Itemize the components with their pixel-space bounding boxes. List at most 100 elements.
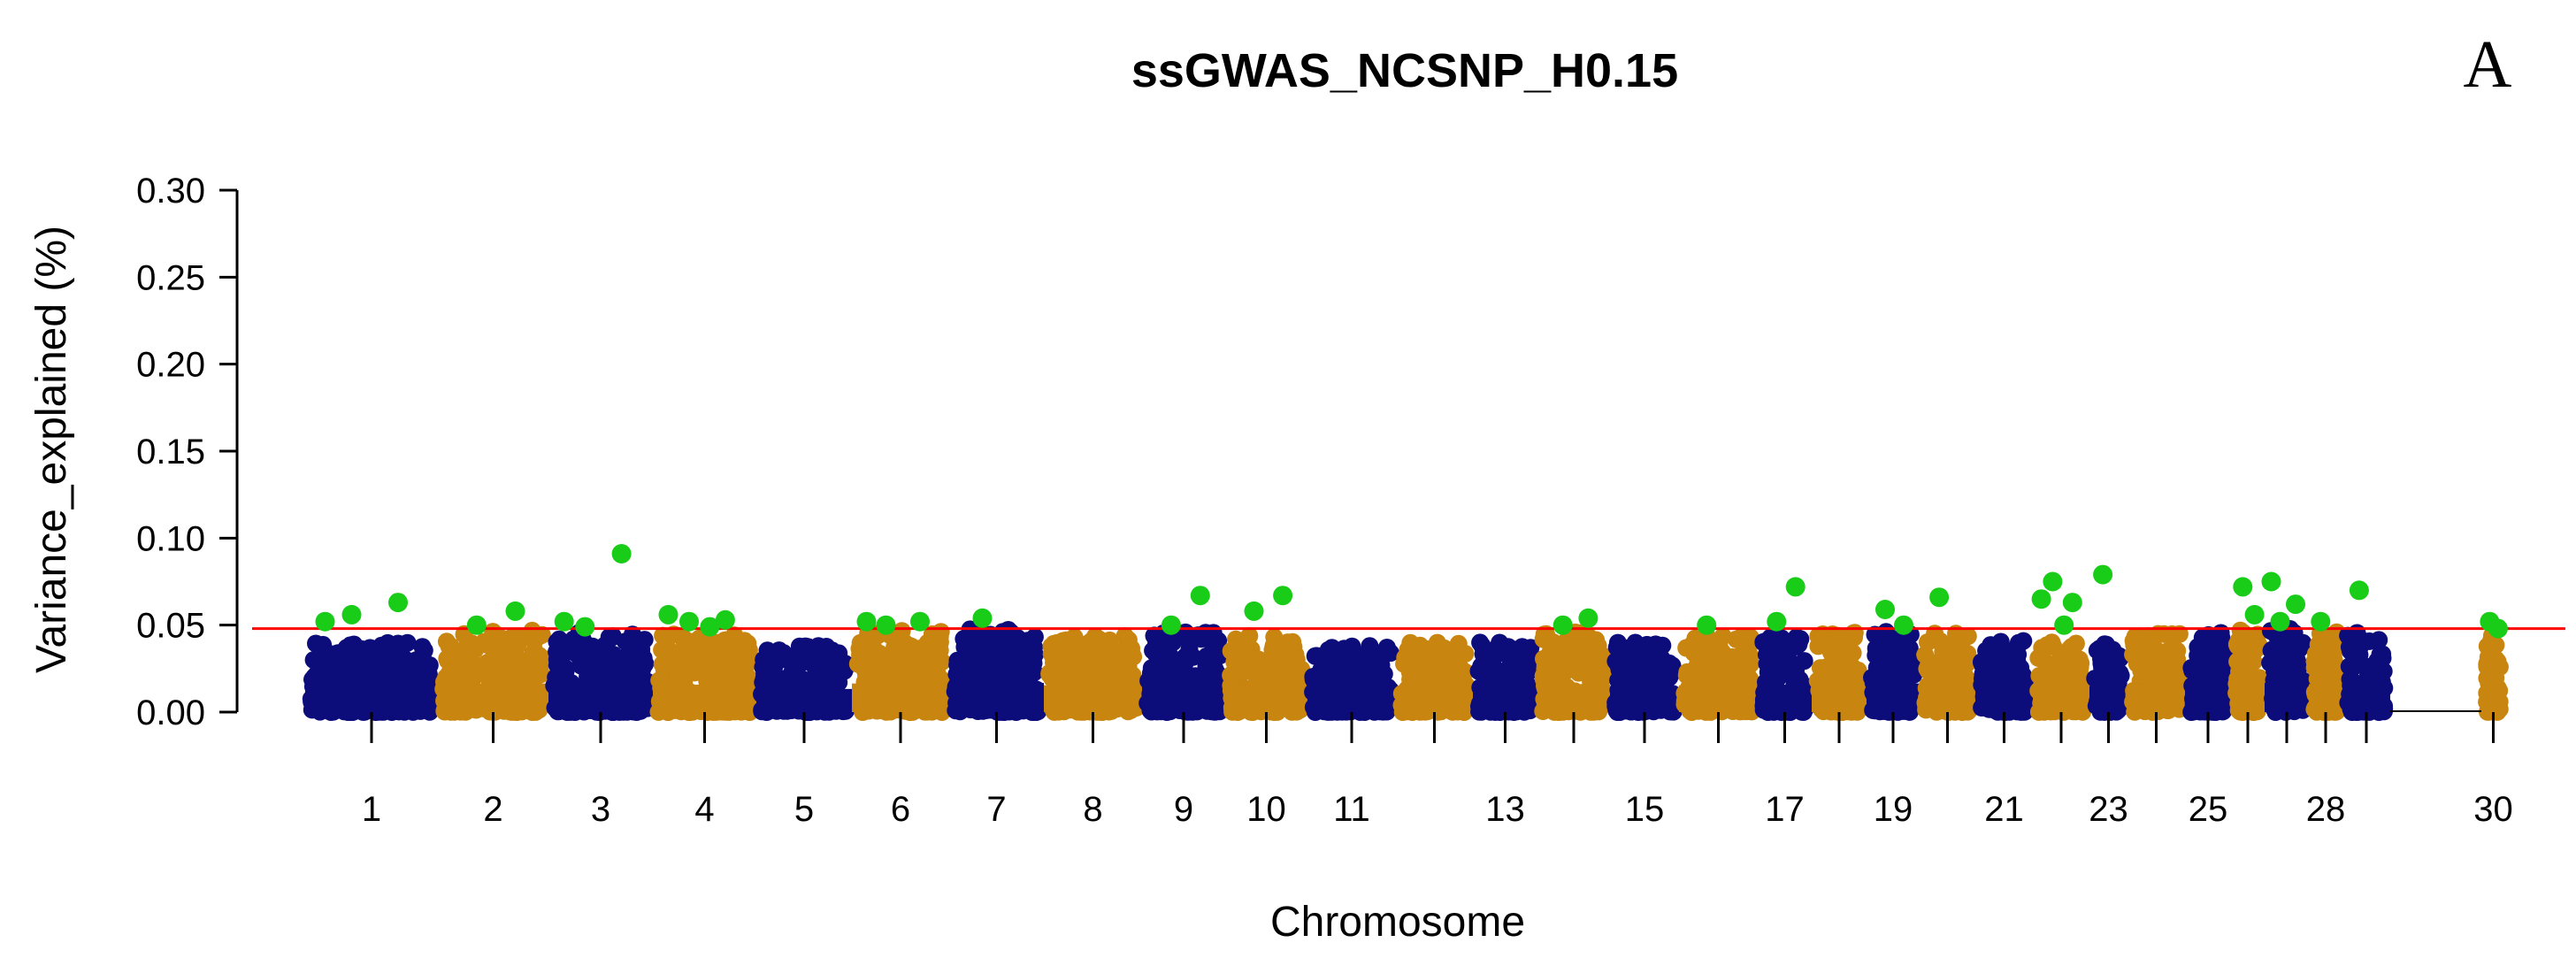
significant-snp-point <box>388 593 408 613</box>
snp-point <box>1721 652 1740 671</box>
chromosome-23-band <box>2089 686 2128 712</box>
snp-point <box>314 635 333 654</box>
x-tick-label: 21 <box>1984 790 2024 829</box>
x-tick-label: 30 <box>2473 790 2513 829</box>
chromosome-30-points <box>2478 626 2509 721</box>
significant-snp-point <box>2311 611 2331 632</box>
snp-point <box>1322 639 1341 657</box>
significant-snp-point <box>700 617 720 637</box>
chromosome-4-points <box>649 625 760 721</box>
chromosome-19-band <box>1867 683 1920 712</box>
snp-point <box>2488 652 2507 671</box>
snp-point <box>1844 624 1863 642</box>
snp-point <box>1916 646 1935 664</box>
significant-snp-point <box>2233 577 2253 597</box>
snp-point <box>453 666 472 685</box>
snp-point <box>399 652 418 671</box>
snp-point <box>413 638 432 656</box>
snp-point <box>339 655 357 674</box>
significant-snp-point <box>1552 615 1573 635</box>
snp-point <box>1401 657 1420 676</box>
chromosome-19-points <box>1863 623 1923 721</box>
chromosome-25-points <box>2182 624 2235 721</box>
snp-point <box>314 668 333 686</box>
snp-point <box>531 626 549 645</box>
chromosome-27-points <box>2261 620 2312 721</box>
significant-snp-point <box>2062 593 2082 613</box>
snp-point <box>2092 654 2111 672</box>
significant-snp-point <box>2054 615 2074 635</box>
significant-snp-point <box>2349 580 2369 601</box>
chromosome-29-points <box>2339 624 2394 721</box>
significant-snp-point <box>1273 586 1293 606</box>
chromosome-18-points <box>1808 624 1870 721</box>
chromosome-4-band <box>653 685 756 712</box>
x-tick-label: 6 <box>891 790 910 829</box>
chromosome-10-band <box>1225 685 1307 712</box>
significant-snp-point <box>2093 564 2113 585</box>
chromosome-7-band <box>949 682 1044 712</box>
snp-point <box>1931 632 1950 650</box>
snp-point <box>618 655 637 673</box>
chromosome-5-points <box>753 637 855 721</box>
snp-point <box>1008 629 1027 648</box>
significant-snp-point <box>1578 608 1598 628</box>
x-tick-label: 19 <box>1874 790 1913 829</box>
chromosome-12-points <box>1392 633 1476 721</box>
snp-point <box>1119 631 1138 649</box>
significant-snp-point <box>972 608 993 628</box>
snp-point <box>1280 649 1299 668</box>
significant-snp-point <box>1929 587 1950 608</box>
x-tick-label: 28 <box>2306 790 2346 829</box>
chromosome-1-band <box>305 687 438 712</box>
snp-point <box>441 646 459 664</box>
snp-point <box>1890 659 1909 678</box>
snp-point <box>1538 657 1557 676</box>
snp-point <box>2038 660 2057 678</box>
y-axis-title: Variance_explained (%) <box>28 226 75 673</box>
chromosome-25-band <box>2185 684 2231 712</box>
snp-point <box>1144 641 1162 660</box>
snp-point <box>1024 632 1042 650</box>
x-tick-label: 1 <box>362 790 381 829</box>
chromosome-23-points <box>2086 635 2131 721</box>
significant-snp-point <box>505 601 525 621</box>
significant-snp-point <box>2043 571 2063 592</box>
chromosome-17-points <box>1754 626 1815 721</box>
chromosome-24-band <box>2128 684 2185 712</box>
snp-point <box>2234 624 2252 642</box>
snp-point <box>958 635 977 654</box>
snp-point <box>1512 651 1530 670</box>
snp-point <box>1238 634 1255 653</box>
chromosome-7-points <box>946 620 1047 721</box>
chromosome-14-points <box>1534 623 1614 721</box>
snp-point <box>2372 648 2390 666</box>
snp-point <box>1178 667 1197 686</box>
panel-label: A <box>2464 27 2512 102</box>
snp-point <box>487 661 505 679</box>
chart-title: ssGWAS_NCSNP_H0.15 <box>1131 44 1678 97</box>
snp-point <box>1607 638 1626 656</box>
snp-point <box>1480 662 1499 680</box>
chromosome-13-band <box>1473 687 1537 712</box>
snp-point <box>1471 633 1490 652</box>
snp-point <box>660 655 678 673</box>
snp-point <box>851 633 870 652</box>
snp-point <box>1102 659 1121 678</box>
significant-snp-point <box>1697 615 1717 635</box>
chromosome-17-band <box>1758 685 1812 712</box>
snp-point <box>1057 653 1075 671</box>
snp-point <box>1450 670 1468 688</box>
snp-point <box>557 660 576 678</box>
chromosome-27-band <box>2265 682 2309 712</box>
significant-snp-point <box>575 617 595 637</box>
y-tick-label: 0.20 <box>136 346 205 385</box>
chromosome-6-band <box>852 683 949 712</box>
chromosome-10-points <box>1222 627 1311 721</box>
chromosome-18-band <box>1812 684 1867 712</box>
significant-snp-point <box>1244 601 1264 621</box>
snp-point <box>908 660 926 678</box>
snp-point <box>2318 635 2336 654</box>
snp-point <box>1643 662 1661 680</box>
